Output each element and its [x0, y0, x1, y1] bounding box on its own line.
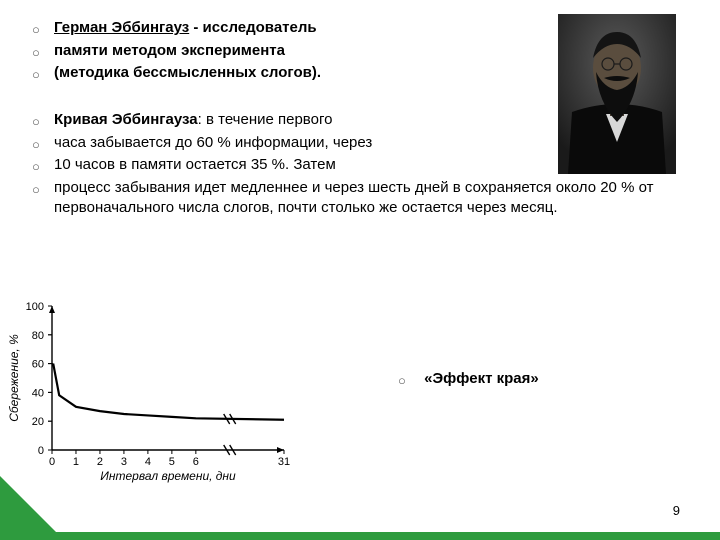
intro-paragraph: ○ Герман Эббингауз - исследователь ○ пам… [32, 18, 572, 86]
svg-text:40: 40 [32, 387, 44, 399]
svg-text:4: 4 [145, 456, 151, 468]
svg-text:100: 100 [26, 301, 44, 313]
bullet-icon: ○ [32, 41, 54, 62]
bullet-icon: ○ [32, 18, 54, 39]
text: процесс забывания идет медленнее и через… [54, 179, 653, 216]
bullet-line: ○ (методика бессмысленных слогов). [32, 63, 572, 84]
corner-decoration [0, 476, 64, 540]
bullet-icon: ○ [32, 178, 54, 199]
svg-text:20: 20 [32, 416, 44, 428]
name-link: Герман Эббингауз [54, 19, 189, 36]
page-number: 9 [673, 503, 680, 518]
bullet-line: ○ памяти методом эксперимента [32, 41, 572, 62]
bullet-icon: ○ [32, 63, 54, 84]
svg-text:1: 1 [73, 456, 79, 468]
svg-text:80: 80 [32, 330, 44, 342]
text: 10 часов в памяти остается 35 %. Затем [54, 156, 336, 173]
bullet-line: ○ процесс забывания идет медленнее и чер… [32, 178, 692, 219]
text: памяти методом эксперимента [54, 42, 285, 59]
bullet-icon: ○ [32, 110, 54, 131]
svg-text:Сбережение, %: Сбережение, % [7, 334, 21, 422]
bullet-icon: ○ [32, 133, 54, 154]
svg-text:60: 60 [32, 359, 44, 371]
svg-text:3: 3 [121, 456, 127, 468]
edge-effect-bullet: ○ «Эффект края» [398, 370, 539, 388]
svg-text:5: 5 [169, 456, 175, 468]
text: (методика бессмысленных слогов). [54, 64, 321, 81]
bullet-icon: ○ [32, 155, 54, 176]
svg-text:6: 6 [193, 456, 199, 468]
bullet-line: ○ Герман Эббингауз - исследователь [32, 18, 572, 39]
curve-title: Кривая Эббингауза [54, 111, 198, 128]
text: : в течение первого [198, 111, 333, 128]
text: - исследователь [189, 19, 316, 36]
svg-text:2: 2 [97, 456, 103, 468]
svg-text:0: 0 [38, 445, 44, 457]
forgetting-curve-chart: 0 20 40 60 80 100 0 1 2 3 4 5 6 31 Сбережение, % Интерв… [4, 296, 296, 484]
portrait-photo [558, 14, 676, 174]
svg-text:0: 0 [49, 456, 55, 468]
svg-text:Интервал времени, дни: Интервал времени, дни [100, 469, 236, 483]
bullet-icon: ○ [398, 370, 420, 388]
bottom-band [0, 532, 720, 540]
edge-effect-label: «Эффект края» [424, 370, 539, 387]
svg-text:31: 31 [278, 456, 290, 468]
text: часа забывается до 60 % информации, чере… [54, 134, 372, 151]
